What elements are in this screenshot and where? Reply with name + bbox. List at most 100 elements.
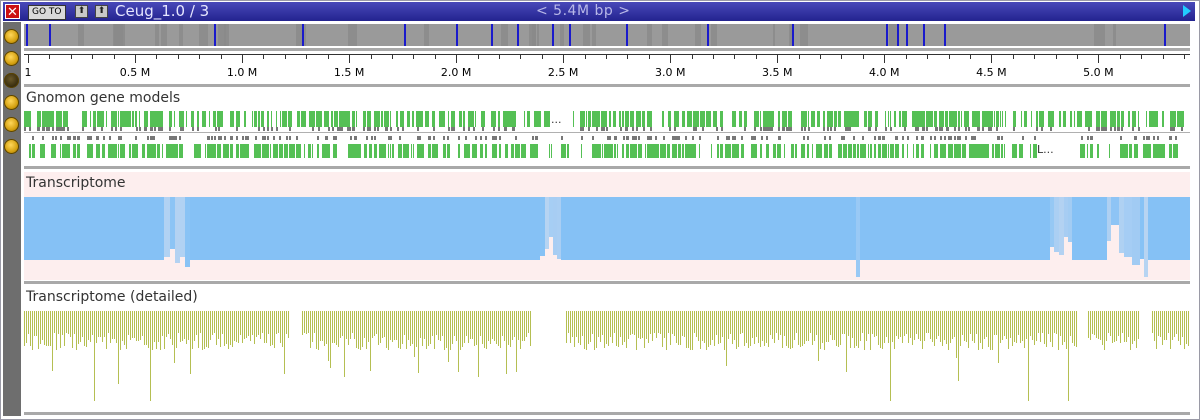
gene-feature[interactable]	[1050, 111, 1052, 127]
gene-feature[interactable]	[857, 144, 859, 158]
gene-feature[interactable]	[1030, 144, 1031, 158]
gene-feature[interactable]	[599, 111, 600, 127]
gene-feature[interactable]	[638, 111, 640, 127]
gene-feature[interactable]	[720, 144, 722, 158]
gene-feature[interactable]	[1123, 144, 1126, 158]
gene-feature[interactable]	[357, 144, 358, 158]
gene-feature[interactable]	[118, 144, 119, 158]
track-settings-icon[interactable]	[4, 29, 19, 44]
gene-feature[interactable]	[398, 144, 400, 158]
gene-feature[interactable]	[870, 144, 872, 158]
gene-feature[interactable]	[984, 144, 985, 158]
gene-feature[interactable]	[849, 111, 852, 127]
gene-feature[interactable]	[936, 144, 937, 158]
gene-feature[interactable]	[645, 144, 646, 158]
gene-feature[interactable]	[59, 111, 62, 127]
gene-feature[interactable]	[100, 111, 103, 127]
gene-feature[interactable]	[275, 144, 276, 158]
gene-feature[interactable]	[778, 111, 780, 127]
gene-feature[interactable]	[595, 111, 597, 127]
gene-feature[interactable]	[352, 111, 355, 127]
gene-feature[interactable]	[695, 111, 696, 127]
gene-feature[interactable]	[103, 144, 104, 158]
gene-feature[interactable]	[594, 144, 597, 158]
gene-feature[interactable]	[1143, 144, 1146, 158]
gene-feature[interactable]	[262, 144, 263, 158]
gene-feature[interactable]	[468, 111, 471, 127]
gene-feature[interactable]	[447, 144, 449, 158]
gene-feature[interactable]	[148, 144, 151, 158]
gene-feature[interactable]	[422, 144, 424, 158]
gene-feature[interactable]	[851, 111, 854, 127]
gene-feature[interactable]	[807, 144, 809, 158]
gene-feature[interactable]	[1059, 111, 1061, 127]
gene-feature[interactable]	[417, 144, 418, 158]
gene-feature[interactable]	[1146, 111, 1147, 127]
gene-feature[interactable]	[534, 111, 536, 127]
gene-feature[interactable]	[374, 111, 376, 127]
gene-feature[interactable]	[547, 111, 550, 127]
gene-feature[interactable]	[337, 111, 338, 127]
gene-feature[interactable]	[769, 111, 771, 127]
gene-feature[interactable]	[754, 111, 757, 127]
gene-feature[interactable]	[468, 144, 470, 158]
gene-feature[interactable]	[67, 111, 68, 127]
gene-feature[interactable]	[197, 111, 198, 127]
gene-feature[interactable]	[357, 144, 360, 158]
gene-feature[interactable]	[879, 144, 881, 158]
gene-feature[interactable]	[1033, 144, 1034, 158]
gene-feature[interactable]	[672, 144, 673, 158]
gene-feature[interactable]	[158, 111, 160, 127]
gene-feature[interactable]	[536, 144, 538, 158]
gene-feature[interactable]	[215, 111, 216, 127]
gene-feature[interactable]	[607, 144, 610, 158]
gene-feature[interactable]	[977, 144, 980, 158]
gene-feature[interactable]	[255, 144, 258, 158]
gene-feature[interactable]	[913, 144, 914, 158]
gene-feature[interactable]	[643, 111, 645, 127]
gene-feature[interactable]	[942, 144, 944, 158]
gene-feature[interactable]	[605, 144, 607, 158]
gene-feature[interactable]	[819, 144, 822, 158]
gene-feature[interactable]	[1064, 111, 1066, 127]
gene-feature[interactable]	[345, 111, 347, 127]
goto-button[interactable]: GO TO	[28, 5, 66, 20]
gene-feature[interactable]	[133, 111, 134, 127]
gene-feature[interactable]	[230, 111, 231, 127]
gene-feature[interactable]	[848, 144, 851, 158]
gene-feature[interactable]	[592, 111, 593, 127]
gene-feature[interactable]	[648, 111, 651, 127]
gene-feature[interactable]	[309, 111, 310, 127]
gene-feature[interactable]	[281, 144, 283, 158]
gene-feature[interactable]	[442, 111, 445, 127]
gene-feature[interactable]	[199, 144, 200, 158]
gene-feature[interactable]	[320, 111, 322, 127]
gene-feature[interactable]	[316, 111, 319, 127]
gene-feature[interactable]	[156, 111, 158, 127]
gene-feature[interactable]	[1077, 111, 1080, 127]
gene-feature[interactable]	[211, 144, 213, 158]
gene-feature[interactable]	[1151, 111, 1152, 127]
gene-feature[interactable]	[864, 144, 866, 158]
gene-feature[interactable]	[417, 111, 420, 127]
gene-feature[interactable]	[351, 144, 354, 158]
gene-feature[interactable]	[1114, 111, 1116, 127]
gene-feature[interactable]	[174, 144, 177, 158]
gene-feature[interactable]	[760, 144, 761, 158]
gene-feature[interactable]	[301, 111, 303, 127]
gene-feature[interactable]	[708, 111, 711, 127]
gene-feature[interactable]	[494, 111, 495, 127]
gene-feature[interactable]	[1109, 144, 1110, 158]
gene-feature[interactable]	[606, 111, 607, 127]
gene-feature[interactable]	[226, 144, 229, 158]
gene-feature[interactable]	[153, 111, 154, 127]
gene-feature[interactable]	[1080, 144, 1082, 158]
gene-feature[interactable]	[985, 144, 988, 158]
gene-feature[interactable]	[650, 144, 651, 158]
gene-feature[interactable]	[1160, 144, 1163, 158]
gene-feature[interactable]	[29, 144, 31, 158]
gene-feature[interactable]	[737, 144, 739, 158]
gene-feature[interactable]	[801, 111, 804, 127]
gene-feature[interactable]	[602, 144, 603, 158]
gene-feature[interactable]	[214, 144, 216, 158]
